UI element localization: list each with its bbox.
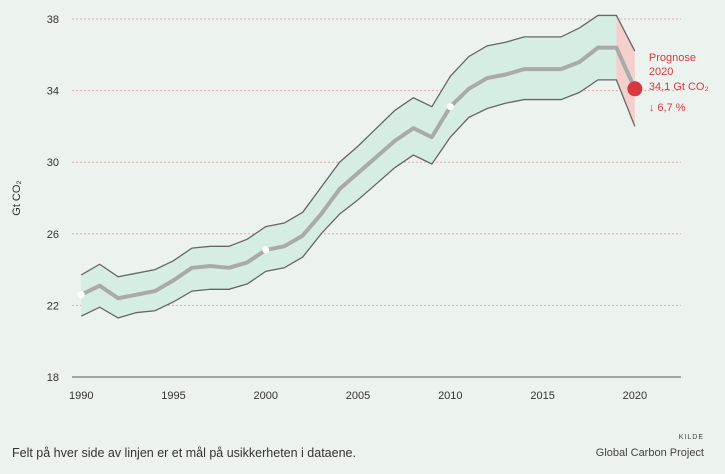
y-tick-34: 34 bbox=[47, 86, 59, 98]
x-tick-2020: 2020 bbox=[623, 390, 647, 402]
highlight-point-2000 bbox=[262, 246, 270, 254]
forecast-value: 34,1 Gt CO₂ bbox=[649, 81, 709, 93]
emissions-chart: Prognose 2020 34,1 Gt CO₂ ↓ 6,7 % 1990 1995 20… bbox=[11, 14, 709, 402]
forecast-change: ↓ 6,7 % bbox=[649, 102, 686, 114]
forecast-point bbox=[627, 81, 643, 97]
uncertainty-band bbox=[81, 15, 617, 318]
y-tick-38: 38 bbox=[47, 14, 59, 26]
emissions-line bbox=[80, 45, 637, 301]
highlight-point-1990 bbox=[77, 291, 85, 299]
y-tick-26: 26 bbox=[47, 229, 59, 241]
forecast-label: Prognose bbox=[649, 52, 696, 64]
highlight-point-2010 bbox=[446, 103, 454, 111]
source-value: Global Carbon Project bbox=[595, 447, 704, 459]
y-tick-18: 18 bbox=[47, 372, 59, 384]
y-tick-22: 22 bbox=[47, 300, 59, 312]
forecast-year: 2020 bbox=[649, 66, 673, 78]
lower-bound-line bbox=[80, 79, 636, 319]
x-tick-2010: 2010 bbox=[438, 390, 462, 402]
x-tick-1995: 1995 bbox=[161, 390, 185, 402]
x-tick-2015: 2015 bbox=[530, 390, 554, 402]
x-tick-1990: 1990 bbox=[69, 390, 93, 402]
x-tick-2000: 2000 bbox=[254, 390, 278, 402]
chart-caption: Felt på hver side av linjen er et mål på… bbox=[12, 446, 356, 460]
x-tick-2005: 2005 bbox=[346, 390, 370, 402]
upper-bound-line bbox=[80, 14, 636, 278]
y-axis-label: Gt CO₂ bbox=[11, 180, 23, 215]
y-tick-30: 30 bbox=[47, 157, 59, 169]
source-label: KILDE bbox=[678, 434, 704, 441]
